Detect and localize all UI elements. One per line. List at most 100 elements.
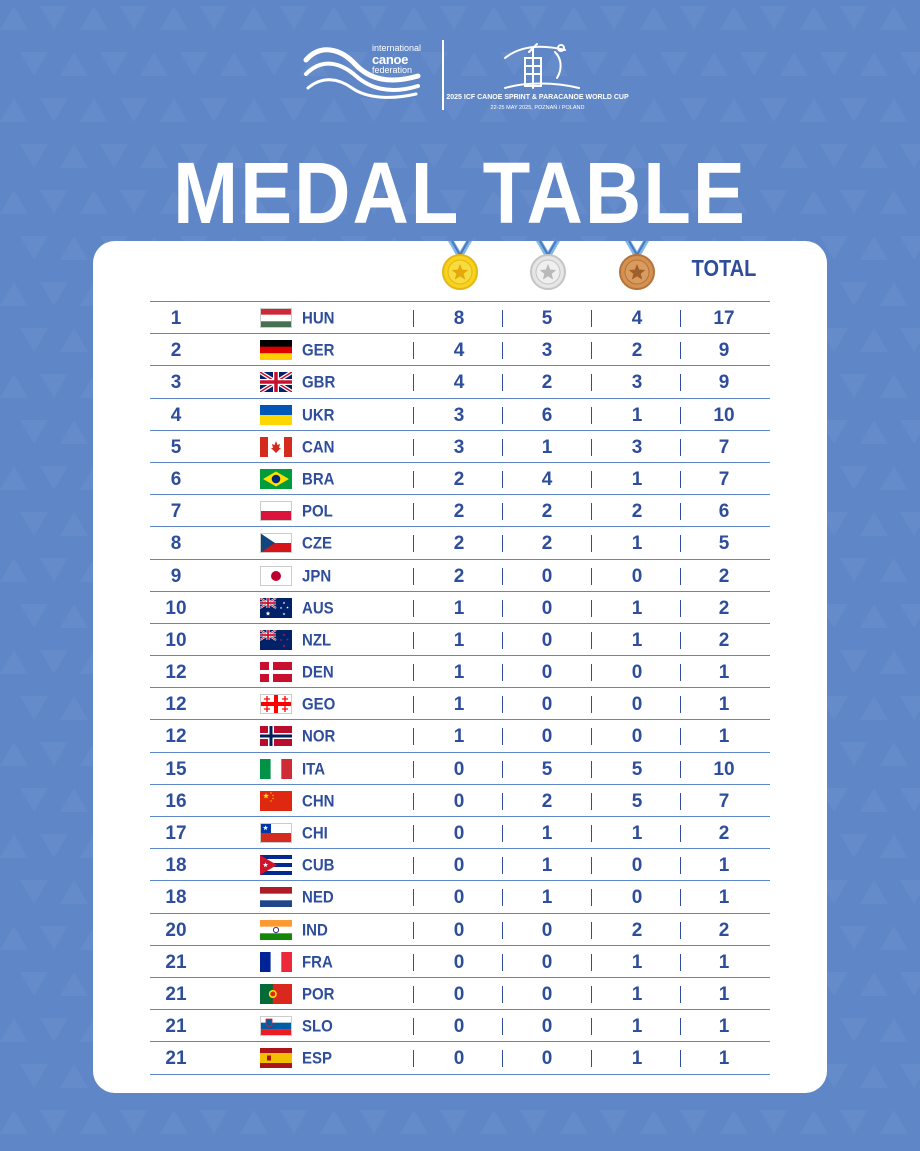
rank-cell: 9: [170, 565, 182, 587]
total-count: 6: [718, 501, 730, 523]
flag-ukr-icon: [260, 404, 292, 425]
column-divider: [591, 374, 592, 392]
bronze-count: 1: [631, 629, 643, 651]
table-row: 17 CHI 0 1 1 2: [150, 816, 770, 848]
country-code: CUB: [302, 856, 335, 876]
gold-count: 1: [453, 726, 465, 748]
table-row: 12 GEO 1 0 0 1: [150, 687, 770, 719]
rank-cell: 18: [165, 887, 187, 909]
gold-count: 4: [453, 340, 465, 362]
column-divider: [502, 374, 503, 392]
column-divider: [502, 792, 503, 810]
column-divider: [591, 1018, 592, 1036]
bronze-count: 1: [631, 533, 643, 555]
bronze-count: 1: [631, 1048, 643, 1070]
column-divider: [591, 567, 592, 585]
column-divider: [591, 438, 592, 456]
column-divider: [502, 599, 503, 617]
total-count: 1: [718, 662, 730, 684]
column-divider: [680, 985, 681, 1003]
country-code: JPN: [302, 566, 332, 586]
gold-count: 2: [453, 533, 465, 555]
column-divider: [680, 503, 681, 521]
bronze-count: 4: [631, 308, 643, 329]
column-divider: [502, 438, 503, 456]
total-count: 1: [718, 694, 730, 716]
column-divider: [502, 985, 503, 1003]
column-divider: [680, 535, 681, 553]
gold-medal-icon: [442, 241, 478, 290]
column-divider: [413, 728, 414, 746]
column-divider: [502, 342, 503, 360]
country-code: AUS: [302, 598, 334, 618]
column-divider: [680, 953, 681, 971]
bronze-count: 3: [631, 372, 643, 394]
column-divider: [502, 406, 503, 424]
total-count: 2: [718, 629, 730, 651]
column-divider: [591, 985, 592, 1003]
column-divider: [502, 857, 503, 875]
column-divider: [413, 921, 414, 939]
flag-geo-icon: [260, 694, 292, 715]
gold-count: 2: [453, 501, 465, 523]
silver-count: 2: [541, 533, 553, 555]
column-divider: [502, 760, 503, 778]
flag-nzl-icon: [260, 629, 292, 650]
country-code: UKR: [302, 405, 335, 425]
flag-den-icon: [260, 662, 292, 683]
rank-cell: 12: [165, 694, 187, 716]
rank-cell: 10: [165, 629, 187, 651]
silver-count: 0: [541, 1016, 553, 1038]
rank-cell: 1: [170, 308, 182, 329]
rank-cell: 21: [165, 1016, 187, 1038]
gold-count: 0: [453, 1048, 465, 1070]
bronze-count: 0: [631, 694, 643, 716]
country-code: NZL: [302, 631, 332, 650]
column-divider: [502, 567, 503, 585]
flag-pol-icon: [260, 501, 292, 522]
bronze-count: 1: [631, 404, 643, 426]
column-divider: [591, 535, 592, 553]
table-row: 21 SLO 0 0 1 1: [150, 1009, 770, 1041]
gold-count: 0: [453, 1016, 465, 1038]
bronze-count: 5: [631, 758, 643, 780]
total-count: 1: [718, 1016, 730, 1038]
flag-bra-icon: [260, 468, 292, 489]
bronze-count: 2: [631, 340, 643, 362]
column-divider: [413, 503, 414, 521]
column-divider: [502, 631, 503, 649]
total-count: 10: [713, 758, 735, 780]
column-divider: [502, 535, 503, 553]
column-divider: [413, 664, 414, 682]
bronze-count: 1: [631, 983, 643, 1005]
silver-count: 0: [541, 1048, 553, 1070]
gold-count: 0: [453, 919, 465, 941]
total-count: 17: [713, 308, 735, 329]
column-divider: [591, 503, 592, 521]
rank-cell: 2: [170, 340, 182, 362]
column-divider: [591, 728, 592, 746]
rank-cell: 21: [165, 951, 187, 973]
column-divider: [502, 696, 503, 714]
bronze-count: 0: [631, 887, 643, 909]
column-divider: [591, 406, 592, 424]
column-divider: [413, 985, 414, 1003]
flag-ind-icon: [260, 919, 292, 940]
rank-cell: 17: [165, 823, 187, 844]
column-divider: [591, 599, 592, 617]
column-divider: [413, 760, 414, 778]
table-row: 21 POR 0 0 1 1: [150, 976, 770, 1009]
country-code: NOR: [302, 727, 336, 747]
flag-gbr-icon: [260, 372, 292, 393]
table-row: 12 NOR 1 0 0 1: [150, 719, 770, 751]
table-row: 9 JPN 2 0 0 2: [150, 558, 770, 591]
icf-logo-icon: [303, 47, 421, 99]
silver-count: 1: [541, 823, 553, 844]
column-divider: [680, 310, 681, 327]
table-row: 21 FRA 0 0 1 1: [150, 944, 770, 977]
column-divider: [502, 953, 503, 971]
column-divider: [591, 953, 592, 971]
table-row: 1 HUN 8 5 4 17: [150, 301, 770, 333]
gold-count: 3: [453, 436, 465, 458]
rank-cell: 16: [165, 790, 187, 812]
